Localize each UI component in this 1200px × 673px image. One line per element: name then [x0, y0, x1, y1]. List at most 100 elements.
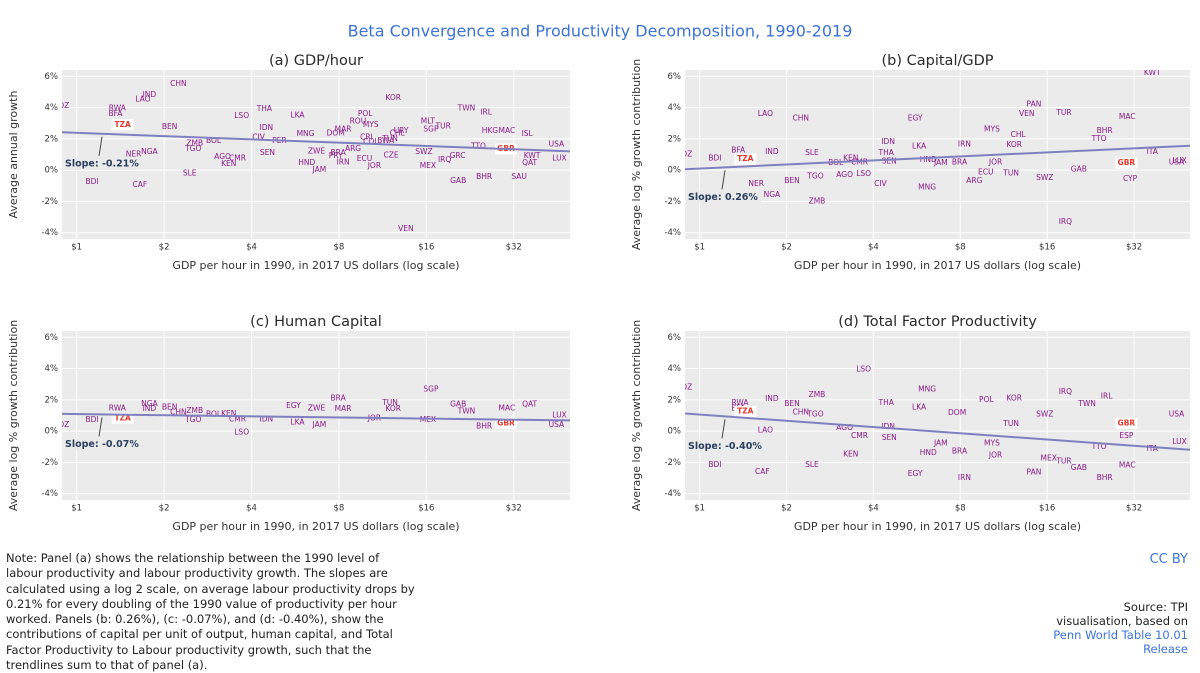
highlight-box: [495, 417, 518, 429]
point-label: BEN: [162, 122, 178, 131]
point-label: BHR: [1097, 126, 1113, 135]
point-label: VEN: [398, 224, 413, 233]
highlight-label: TZA: [737, 154, 754, 163]
x-axis-title: GDP per hour in 1990, in 2017 US dollars…: [172, 520, 459, 533]
annotation-arrow: [721, 170, 726, 190]
point-label: SEN: [882, 433, 897, 442]
point-label: TUN: [381, 398, 398, 407]
point-label: MEX: [420, 415, 436, 424]
page-title: Beta Convergence and Productivity Decomp…: [348, 22, 853, 41]
point-label: TUR: [1055, 457, 1071, 466]
point-label: DOM: [327, 128, 345, 137]
point-label: IDN: [260, 414, 274, 423]
point-label: MNG: [297, 129, 315, 138]
point-label: TGO: [806, 171, 823, 180]
highlight-label: TZA: [114, 120, 131, 129]
slope-label: Slope: -0.40%: [688, 441, 762, 452]
point-label: JAM: [311, 420, 326, 429]
point-label: JOR: [988, 450, 1002, 459]
point-label: CHN: [792, 114, 809, 123]
point-label: KOR: [385, 404, 401, 413]
annotation-arrow: [98, 136, 103, 156]
point-label: TTO: [1091, 442, 1107, 451]
point-label: PRY: [329, 151, 343, 160]
panel-title: (c) Human Capital: [250, 314, 382, 330]
highlight-box: [1115, 417, 1138, 429]
point-label: LUX: [552, 411, 566, 420]
y-tick-label: -2%: [41, 197, 58, 207]
point-label: USA: [1169, 157, 1185, 166]
x-tick-label: $2: [781, 504, 792, 514]
annotation-bg: [63, 156, 138, 170]
point-label: IRN: [337, 157, 350, 166]
point-label: SEN: [260, 148, 275, 157]
point-label: BOL: [206, 136, 222, 145]
x-tick-label: $8: [955, 504, 966, 514]
point-label: BHR: [1097, 473, 1113, 482]
y-axis-title: Average annual growth: [7, 91, 20, 219]
source-text: Source: TPI visualisation, based on: [1056, 600, 1188, 628]
point-label: SLE: [805, 148, 819, 157]
point-label: IND: [143, 90, 157, 99]
x-tick-label: $32: [1126, 243, 1142, 253]
point-label: THA: [878, 148, 895, 157]
point-label: IDN: [881, 137, 895, 146]
highlight-label: GBR: [1118, 158, 1136, 167]
y-axis-title: Average log % growth contribution: [630, 59, 643, 250]
point-label: CHN: [170, 407, 187, 416]
y-tick-label: -2%: [664, 197, 681, 207]
point-label: IDN: [881, 422, 895, 431]
points: MOZBDIRWABFALAOINDBENZMBCHNTGOCAFSLEAGOC…: [685, 364, 1187, 482]
point-label: MOZ: [675, 150, 693, 159]
point-label: BRA: [331, 393, 347, 402]
y-tick-label: 6%: [45, 333, 59, 343]
point-label: LUX: [1172, 437, 1186, 446]
point-label: USA: [549, 139, 565, 148]
point-label: GAB: [450, 176, 466, 185]
highlight-box: [1115, 157, 1138, 169]
y-tick-label: 4%: [668, 103, 682, 113]
point-label: TGO: [184, 144, 201, 153]
point-label: MYS: [363, 120, 379, 129]
annotation-bg: [686, 190, 761, 204]
point-label: KOR: [385, 93, 401, 102]
point-label: KOR: [1006, 140, 1022, 149]
point-label: BRA: [952, 157, 968, 166]
x-tick-label: $8: [333, 504, 344, 514]
point-label: SLE: [183, 168, 197, 177]
plot-bg: [685, 70, 1190, 239]
point-label: KWT: [1144, 68, 1161, 77]
point-label: AGO: [836, 423, 853, 432]
y-tick-label: 2%: [668, 134, 682, 144]
point-label: SAU: [511, 172, 527, 181]
point-label: IRQ: [438, 155, 451, 164]
point-label: CHN: [792, 407, 809, 416]
point-label: JOR: [367, 161, 381, 170]
point-label: MAR: [335, 124, 352, 133]
point-label: TGO: [806, 410, 823, 419]
source-link[interactable]: Penn World Table 10.01 Release: [1053, 628, 1188, 656]
point-label: POL: [358, 109, 373, 118]
license[interactable]: CC BY: [1149, 552, 1188, 567]
point-label: ECU: [357, 154, 372, 163]
point-label: USA: [549, 420, 565, 429]
point-label: BRA: [952, 446, 968, 455]
y-tick-label: -2%: [41, 458, 58, 468]
point-label: KEN: [843, 153, 858, 162]
point-label: LKA: [912, 142, 927, 151]
point-label: TUR: [435, 121, 451, 130]
point-label: HND: [920, 448, 937, 457]
x-tick-label: $4: [868, 243, 879, 253]
panel-title: (d) Total Factor Productivity: [838, 314, 1037, 330]
x-tick-label: $1: [71, 504, 82, 514]
y-tick-label: 2%: [668, 395, 682, 405]
point-label: KOR: [1006, 393, 1022, 402]
point-label: TWN: [457, 103, 476, 112]
point-label: MEX: [420, 161, 436, 170]
point-label: ISL: [522, 129, 534, 138]
point-label: TTO: [1091, 134, 1107, 143]
highlight-box: [734, 406, 757, 418]
point-label: MYS: [984, 124, 1000, 133]
